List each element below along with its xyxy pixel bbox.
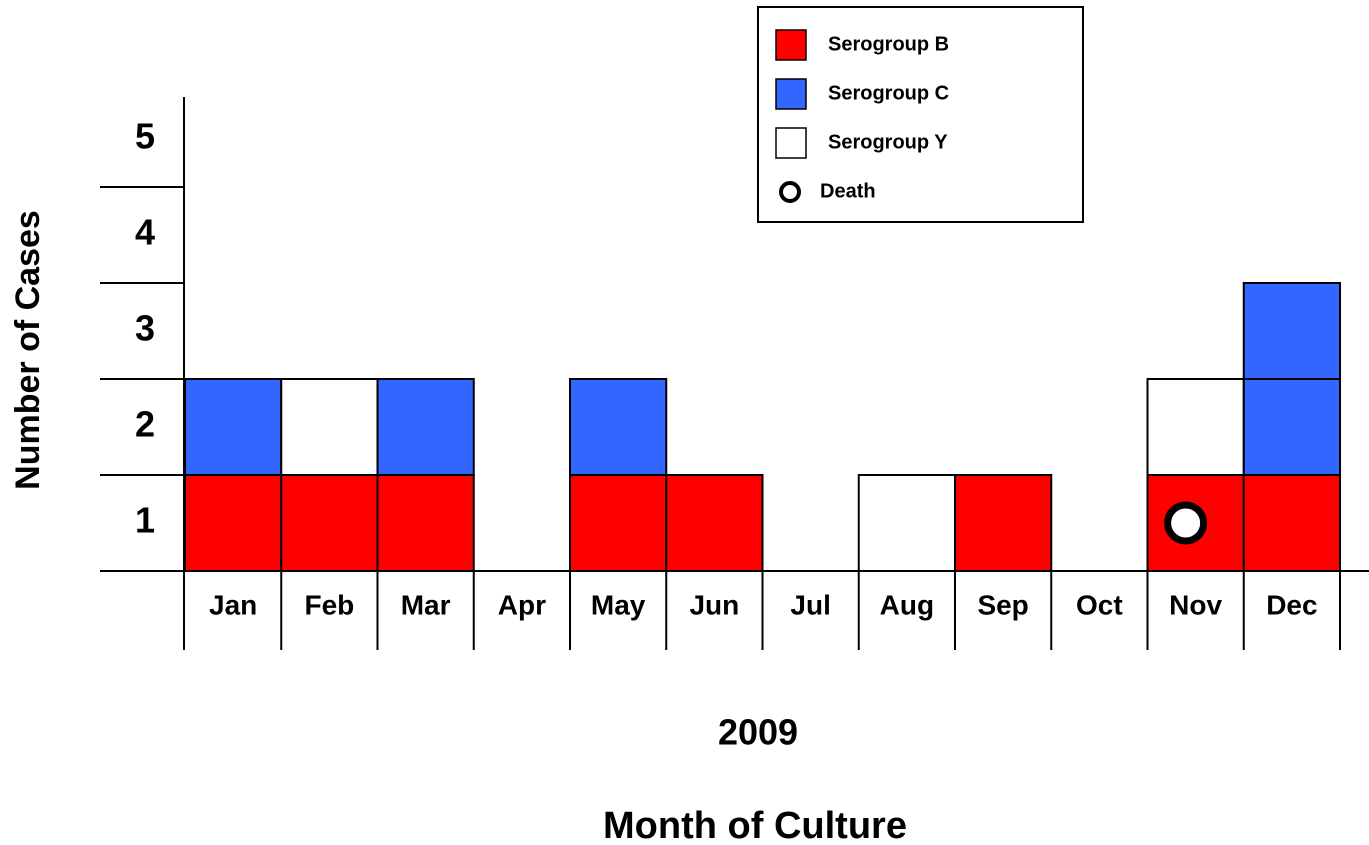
x-tick-label: Jul (790, 589, 830, 620)
y-tick-label: 4 (135, 212, 155, 253)
y-tick-label: 1 (135, 500, 155, 541)
x-tick-label: Nov (1169, 589, 1222, 620)
y-axis-label: Number of Cases (9, 210, 47, 490)
bar-segment (184, 378, 283, 476)
bar-segment (1146, 378, 1245, 476)
legend-swatch (775, 29, 807, 61)
bar-segment (184, 474, 283, 572)
legend-label: Serogroup C (828, 82, 949, 104)
bar-segment (857, 474, 956, 572)
legend-death-symbol (779, 181, 801, 203)
bar-segment (376, 378, 475, 476)
bar-segment (954, 474, 1053, 572)
legend-box (757, 6, 1084, 223)
y-tick-label: 5 (135, 116, 155, 157)
x-tick-label: Mar (401, 589, 451, 620)
bar-segment (569, 474, 668, 572)
legend-label: Serogroup B (828, 33, 949, 55)
bar-segment (376, 474, 475, 572)
bar-segment (280, 378, 379, 476)
death-marker (1164, 501, 1208, 545)
legend-label: Serogroup Y (828, 131, 948, 153)
x-tick-label: Jun (689, 589, 739, 620)
y-tick-label: 2 (135, 404, 155, 445)
legend-label: Death (820, 180, 876, 202)
x-tick-label: Jan (209, 589, 257, 620)
x-tick-label: Oct (1076, 589, 1123, 620)
x-tick-label: May (591, 589, 646, 620)
x-axis-year: 2009 (718, 712, 798, 753)
x-tick-label: Feb (304, 589, 354, 620)
y-tick-label: 3 (135, 308, 155, 349)
legend-swatch (775, 78, 807, 110)
legend-swatch (775, 127, 807, 159)
x-tick-label: Apr (498, 589, 546, 620)
x-tick-label: Aug (880, 589, 934, 620)
bar-segment (280, 474, 379, 572)
bar-segment (569, 378, 668, 476)
bar-segment (665, 474, 764, 572)
x-tick-label: Dec (1266, 589, 1317, 620)
bar-segment (1242, 474, 1341, 572)
x-axis-label: Month of Culture (603, 805, 907, 845)
x-tick-label: Sep (977, 589, 1028, 620)
